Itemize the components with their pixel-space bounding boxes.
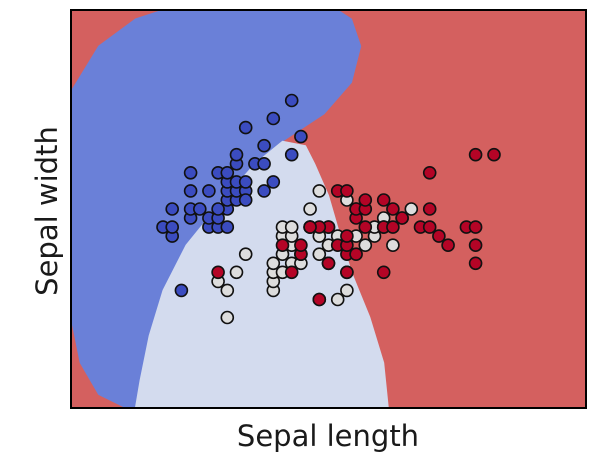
data-point-class-2 — [470, 221, 482, 233]
data-point-class-0 — [258, 158, 270, 170]
data-point-class-2 — [470, 257, 482, 269]
data-point-class-2 — [341, 185, 353, 197]
data-point-class-2 — [304, 221, 316, 233]
data-point-class-0 — [267, 113, 279, 125]
data-point-class-1 — [267, 257, 279, 269]
data-point-class-2 — [359, 221, 371, 233]
data-point-class-0 — [258, 140, 270, 152]
data-point-class-0 — [221, 167, 233, 179]
data-point-class-2 — [350, 248, 362, 260]
data-point-class-2 — [488, 149, 500, 161]
data-point-class-0 — [221, 221, 233, 233]
data-point-class-2 — [442, 239, 454, 251]
y-axis-label: Sepal width — [30, 126, 64, 296]
data-point-class-2 — [387, 203, 399, 215]
data-point-class-0 — [240, 176, 252, 188]
data-point-class-2 — [295, 239, 307, 251]
data-point-class-1 — [332, 294, 344, 306]
data-point-class-0 — [286, 149, 298, 161]
data-point-class-0 — [295, 131, 307, 143]
data-point-class-0 — [185, 167, 197, 179]
data-point-class-0 — [203, 185, 215, 197]
data-point-class-2 — [212, 266, 224, 278]
data-point-class-2 — [277, 239, 289, 251]
data-point-class-1 — [221, 312, 233, 324]
data-point-class-0 — [194, 203, 206, 215]
data-point-class-1 — [221, 284, 233, 296]
data-point-class-2 — [470, 149, 482, 161]
data-point-class-2 — [378, 194, 390, 206]
data-point-class-2 — [433, 230, 445, 242]
data-point-class-2 — [378, 266, 390, 278]
data-point-class-1 — [304, 203, 316, 215]
data-point-class-2 — [387, 221, 399, 233]
data-point-class-1 — [286, 221, 298, 233]
data-point-class-0 — [286, 95, 298, 107]
data-point-class-2 — [286, 266, 298, 278]
data-point-class-2 — [313, 294, 325, 306]
data-point-class-2 — [424, 203, 436, 215]
data-point-class-0 — [212, 203, 224, 215]
data-point-class-2 — [341, 266, 353, 278]
data-point-class-1 — [341, 284, 353, 296]
data-point-class-0 — [267, 176, 279, 188]
data-point-class-0 — [240, 194, 252, 206]
data-point-class-2 — [470, 239, 482, 251]
data-point-class-2 — [424, 167, 436, 179]
data-point-class-2 — [323, 257, 335, 269]
data-point-class-0 — [175, 284, 187, 296]
data-point-class-1 — [359, 239, 371, 251]
data-point-class-1 — [313, 185, 325, 197]
data-point-class-0 — [185, 185, 197, 197]
data-point-class-2 — [424, 221, 436, 233]
data-point-class-1 — [405, 203, 417, 215]
data-point-class-1 — [387, 239, 399, 251]
data-point-class-1 — [231, 266, 243, 278]
data-point-class-1 — [313, 248, 325, 260]
data-point-class-0 — [240, 122, 252, 134]
data-point-class-0 — [166, 203, 178, 215]
data-point-class-2 — [341, 230, 353, 242]
data-point-class-1 — [240, 248, 252, 260]
x-axis-label: Sepal length — [0, 414, 598, 458]
data-point-class-0 — [258, 185, 270, 197]
data-point-class-0 — [231, 149, 243, 161]
data-point-class-2 — [396, 212, 408, 224]
data-point-class-2 — [359, 194, 371, 206]
data-point-class-0 — [166, 221, 178, 233]
